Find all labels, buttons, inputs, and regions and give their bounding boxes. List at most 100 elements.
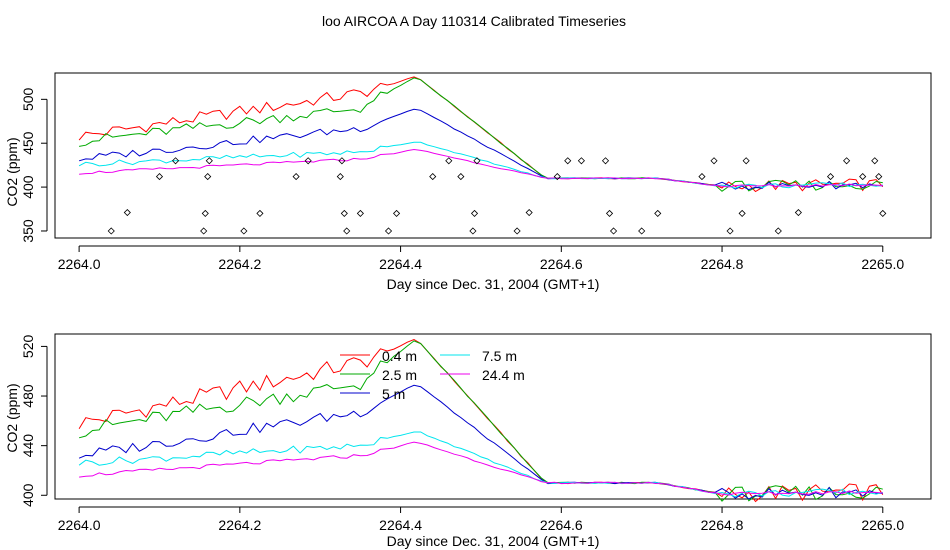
legend-label: 7.5 m	[482, 348, 517, 364]
scatter-point	[204, 172, 212, 181]
legend: 0.4 m 2.5 m 5 m 7.5 m 24.4 m	[340, 348, 525, 402]
scatter-point	[601, 157, 610, 165]
x-axis-label: Day since Dec. 31, 2004 (GMT+1)	[387, 276, 600, 292]
y-tick-label: 440	[20, 434, 36, 458]
scatter-point	[843, 157, 851, 165]
series-line	[78, 340, 883, 502]
scatter-point	[107, 227, 115, 235]
scatter-point	[429, 172, 437, 181]
x-axis-ticks: 2264.0 2264.2 2264.4 2264.6 2264.8 2265.0	[58, 506, 904, 533]
x-tick-label: 2264.2	[218, 517, 261, 533]
plot-frame	[54, 72, 932, 239]
x-tick-label: 2265.0	[861, 517, 904, 533]
y-tick-label: 480	[20, 384, 36, 408]
legend-label: 0.4 m	[382, 348, 417, 364]
y-axis-ticks: 400 440 480 520	[20, 335, 48, 507]
scatter-point	[292, 172, 300, 181]
y-axis-label: CO2 (ppm)	[4, 383, 20, 452]
scatter-point	[875, 172, 883, 181]
y-tick-label: 400	[20, 483, 36, 507]
scatter-point	[473, 157, 481, 165]
scatter-point	[577, 157, 585, 165]
scatter-point	[201, 209, 209, 217]
series-line	[78, 431, 883, 498]
x-axis-ticks: 2264.0 2264.2 2264.4 2264.6 2264.8 2265.0	[58, 245, 904, 272]
scatter-point	[774, 227, 782, 235]
scatter-point	[609, 227, 618, 235]
scatter-point	[384, 227, 393, 235]
scatter-point	[654, 209, 662, 217]
plot-frame	[54, 333, 932, 500]
series-line	[79, 441, 883, 496]
y-tick-label: 350	[20, 219, 36, 243]
x-tick-label: 2264.0	[58, 517, 101, 533]
scatter-point	[525, 208, 533, 217]
scatter-point	[742, 157, 750, 165]
scatter-point	[826, 172, 835, 181]
series-line	[79, 77, 883, 192]
timeseries-panel-bottom: 2264.0 2264.2 2264.4 2264.6 2264.8 2265.0 400…	[4, 333, 932, 549]
series-lines	[78, 338, 884, 503]
scatter-point	[392, 209, 401, 217]
x-tick-label: 2264.6	[540, 517, 583, 533]
x-tick-label: 2265.0	[861, 256, 904, 272]
scatter-point	[304, 157, 312, 165]
scatter-point	[256, 209, 264, 217]
y-axis-ticks: 350 400 450 500	[20, 87, 48, 243]
scatter-point	[605, 209, 614, 217]
scatter-point	[726, 227, 734, 235]
y-axis-label: CO2 (ppm)	[4, 137, 20, 206]
scatter-points	[107, 157, 887, 235]
scatter-point	[638, 227, 646, 235]
scatter-point	[871, 157, 879, 165]
figure-title: loo AIRCOA A Day 110314 Calibrated Times…	[322, 13, 626, 29]
y-tick-label: 500	[20, 87, 36, 111]
scatter-point	[553, 172, 561, 181]
y-tick-label: 400	[20, 175, 36, 199]
scatter-point	[171, 157, 180, 165]
series-line	[78, 108, 883, 191]
x-tick-label: 2264.6	[540, 256, 583, 272]
scatter-point	[336, 172, 344, 181]
series-line	[78, 141, 883, 189]
series-line	[78, 76, 884, 193]
x-axis-label: Day since Dec. 31, 2004 (GMT+1)	[387, 533, 600, 549]
scatter-point	[205, 157, 213, 165]
scatter-point	[879, 209, 887, 217]
series-line	[79, 148, 883, 188]
series-lines	[78, 76, 884, 193]
scatter-point	[457, 172, 465, 181]
scatter-point	[338, 157, 346, 165]
scatter-point	[240, 227, 248, 235]
x-tick-label: 2264.8	[701, 517, 744, 533]
scatter-point	[356, 209, 364, 217]
scatter-point	[445, 157, 453, 165]
x-tick-label: 2264.4	[379, 256, 422, 272]
scatter-point	[123, 208, 131, 217]
scatter-point	[343, 227, 351, 235]
legend-label: 2.5 m	[382, 367, 417, 383]
scatter-point	[200, 227, 208, 235]
x-tick-label: 2264.2	[218, 256, 261, 272]
x-tick-label: 2264.0	[58, 256, 101, 272]
scatter-point	[470, 209, 479, 217]
scatter-point	[794, 208, 802, 217]
scatter-point	[155, 172, 164, 181]
scatter-point	[564, 157, 572, 165]
scatter-point	[340, 209, 348, 217]
x-tick-label: 2264.8	[701, 256, 744, 272]
scatter-point	[738, 209, 746, 217]
x-tick-label: 2264.4	[379, 517, 422, 533]
series-line	[78, 384, 883, 500]
scatter-point	[469, 227, 477, 235]
legend-label: 24.4 m	[482, 367, 525, 383]
scatter-point	[710, 157, 718, 165]
legend-label: 5 m	[382, 386, 405, 402]
y-tick-label: 450	[20, 131, 36, 155]
timeseries-panel-top: 2264.0 2264.2 2264.4 2264.6 2264.8 2265.0 350…	[4, 72, 932, 292]
scatter-point	[513, 227, 521, 235]
scatter-point	[859, 172, 867, 181]
scatter-point	[698, 172, 706, 181]
y-tick-label: 520	[20, 335, 36, 359]
